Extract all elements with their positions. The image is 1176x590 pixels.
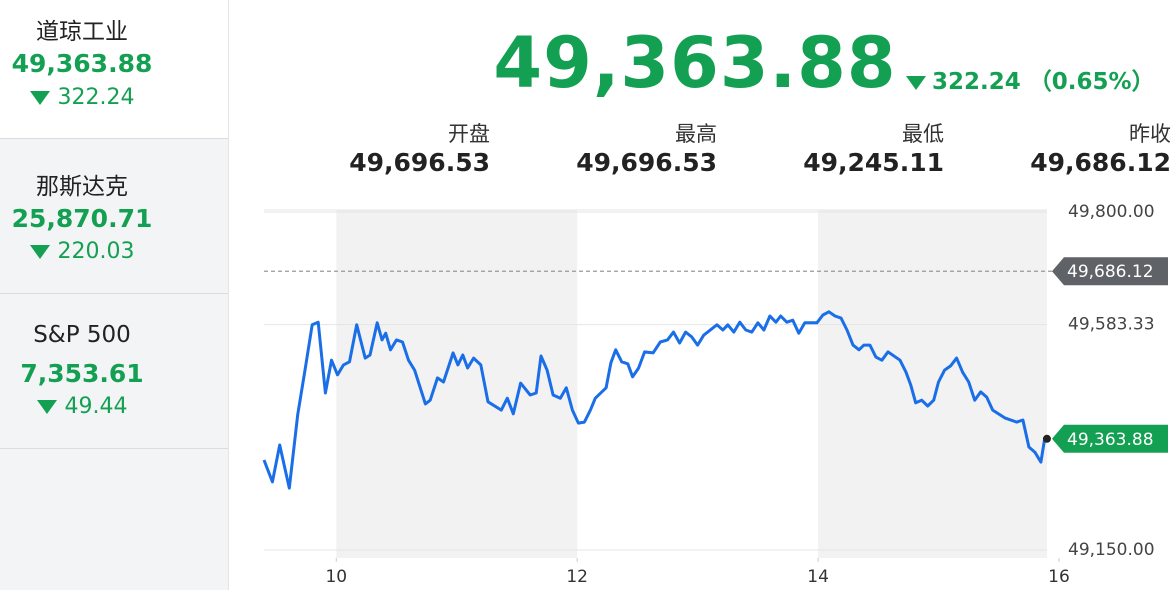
index-price: 25,870.71 bbox=[11, 204, 153, 233]
last-price-label: 49,363.88 bbox=[1067, 430, 1154, 450]
index-change-value: 49.44 bbox=[64, 394, 128, 419]
stat: 最高 49,696.53 bbox=[517, 118, 717, 177]
stat-value: 49,686.12 bbox=[1030, 148, 1171, 177]
index-change: 322.24 bbox=[0, 85, 164, 110]
index-name: 那斯达克 bbox=[36, 174, 128, 200]
change-percent: （0.65%） bbox=[1028, 69, 1155, 95]
index-item[interactable]: S&P 500 7,353.61 49.44 bbox=[0, 295, 228, 449]
index-name: S&P 500 bbox=[33, 322, 131, 348]
price-change: 322.24 （0.65%） bbox=[906, 62, 1155, 96]
index-change: 49.44 bbox=[0, 394, 164, 419]
y-tick-label: 49,150.00 bbox=[1068, 540, 1155, 560]
sidebar: 道琼工业 49,363.88 322.24 那斯达克 25,870.71 220… bbox=[0, 0, 229, 590]
stat-label: 最低 bbox=[902, 122, 944, 146]
time-band bbox=[336, 210, 578, 558]
time-band bbox=[818, 210, 1047, 558]
stat-label: 昨收 bbox=[1129, 122, 1171, 146]
stat: 开盘 49,696.53 bbox=[290, 118, 490, 177]
price-line bbox=[262, 310, 1048, 490]
down-arrow bbox=[29, 245, 50, 259]
y-tick-label: 49,583.33 bbox=[1068, 315, 1155, 335]
current-price: 49,363.88 bbox=[493, 22, 897, 104]
index-change: 220.03 bbox=[0, 239, 164, 264]
x-tick-label: 12 bbox=[566, 567, 588, 587]
x-tick-label: 16 bbox=[1048, 567, 1070, 587]
index-price: 7,353.61 bbox=[20, 359, 144, 388]
reference-label: 49,686.12 bbox=[1067, 262, 1154, 282]
reference-tag bbox=[1052, 257, 1168, 286]
stat-value: 49,245.11 bbox=[803, 148, 944, 177]
last-price-tag bbox=[1052, 424, 1168, 453]
stat-label: 开盘 bbox=[448, 122, 490, 146]
index-change-value: 220.03 bbox=[57, 239, 135, 264]
index-item[interactable]: 道琼工业 49,363.88 322.24 bbox=[0, 0, 228, 139]
down-arrow bbox=[36, 400, 57, 414]
x-tick-label: 10 bbox=[325, 567, 347, 587]
stat: 最低 49,245.11 bbox=[744, 118, 944, 177]
x-tick-label: 14 bbox=[807, 567, 829, 587]
stat-value: 49,696.53 bbox=[576, 148, 717, 177]
down-arrow bbox=[29, 91, 50, 105]
stat-value: 49,696.53 bbox=[349, 148, 490, 177]
stat-label: 最高 bbox=[675, 122, 717, 146]
change-value: 322.24 bbox=[932, 69, 1021, 95]
y-tick-label: 49,800.00 bbox=[1068, 202, 1155, 222]
stat: 昨收 49,686.12 bbox=[971, 118, 1171, 177]
index-name: 道琼工业 bbox=[36, 19, 128, 45]
down-arrow bbox=[906, 75, 926, 90]
index-change-value: 322.24 bbox=[57, 85, 135, 110]
index-price: 49,363.88 bbox=[11, 49, 153, 78]
last-point bbox=[1042, 434, 1051, 443]
index-item[interactable]: 那斯达克 25,870.71 220.03 bbox=[0, 140, 228, 294]
